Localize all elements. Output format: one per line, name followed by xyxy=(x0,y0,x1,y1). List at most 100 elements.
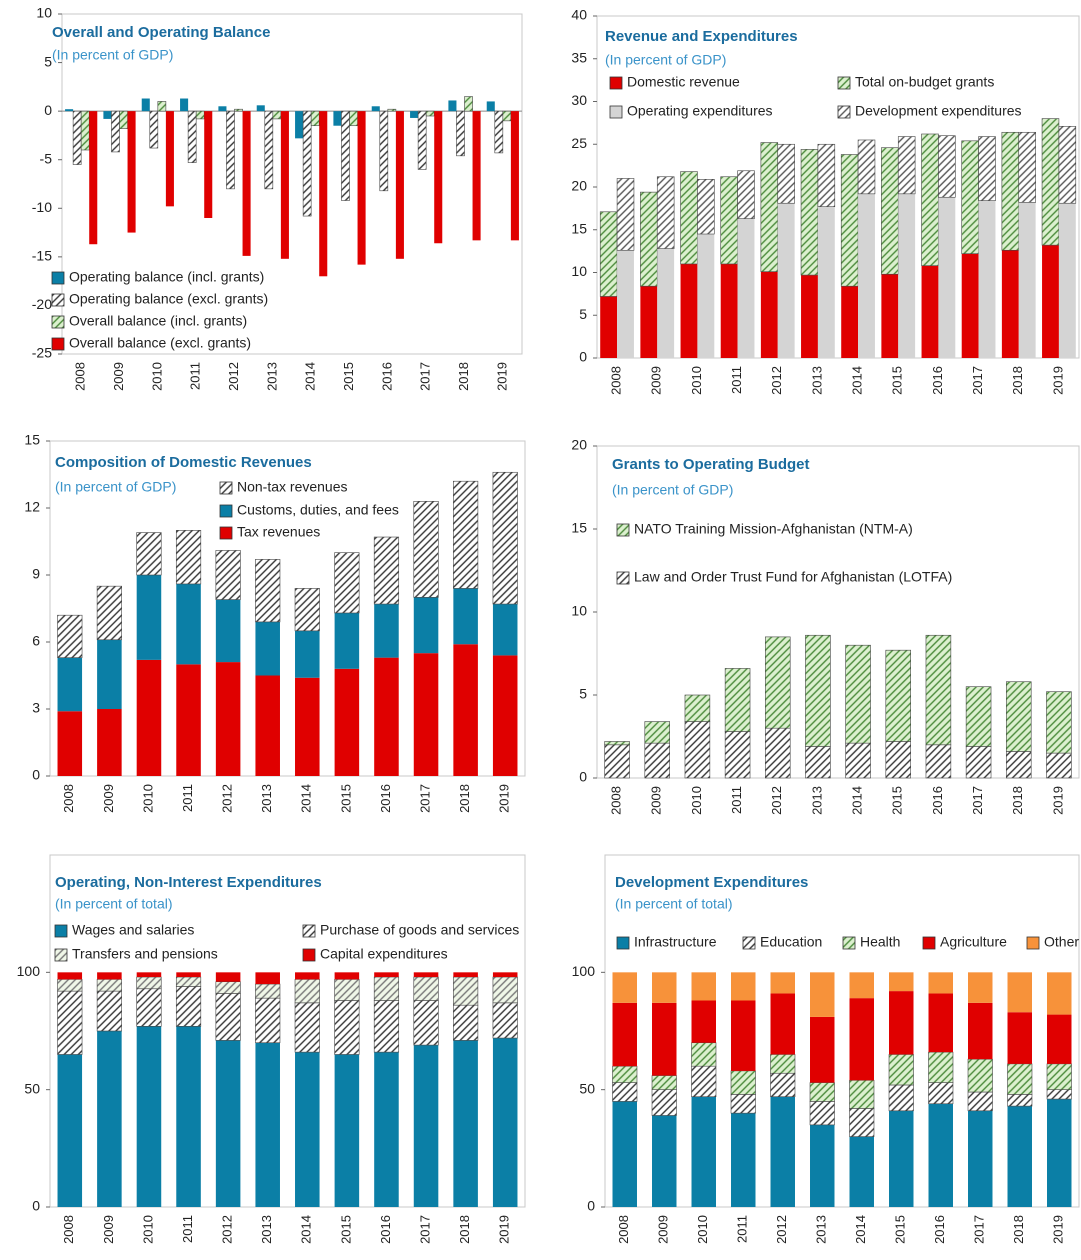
y-tick-label: 0 xyxy=(32,1198,40,1214)
bar-segment xyxy=(840,154,859,287)
x-tick-label: 2014 xyxy=(299,1215,314,1244)
bar-segment xyxy=(731,972,756,1001)
bar-segment xyxy=(777,143,795,204)
bar-segment xyxy=(967,1058,993,1093)
bar-segment xyxy=(770,1054,796,1074)
plot-frame xyxy=(49,854,526,1208)
x-tick-label: 2009 xyxy=(656,1215,671,1244)
bar-segment xyxy=(965,746,992,779)
x-tick-label: 2009 xyxy=(649,366,664,395)
bar-segment xyxy=(1007,1106,1032,1207)
bar-segment xyxy=(644,721,671,744)
x-tick-label: 2018 xyxy=(457,784,472,813)
bar-segment xyxy=(334,1054,360,1207)
bar-segment xyxy=(1042,245,1059,358)
legend-swatch xyxy=(54,948,68,962)
bar xyxy=(264,110,274,190)
x-tick-label: 2009 xyxy=(649,786,664,815)
x-tick-label: 2016 xyxy=(932,1215,947,1244)
bar-segment xyxy=(175,530,202,585)
x-tick-label: 2013 xyxy=(264,362,279,391)
bar-segment xyxy=(968,972,993,1003)
bar xyxy=(89,111,98,245)
bar-segment xyxy=(453,972,478,978)
x-tick-label: 2019 xyxy=(497,1215,512,1244)
legend-swatch xyxy=(616,571,630,585)
legend-swatch xyxy=(219,526,233,540)
bar-segment xyxy=(97,972,122,980)
bar-segment xyxy=(881,147,899,275)
bar-segment xyxy=(921,133,939,266)
bar-segment xyxy=(176,1026,201,1207)
bar-segment xyxy=(730,1094,756,1114)
bar-segment xyxy=(809,1082,835,1102)
bar xyxy=(165,111,174,207)
x-tick-label: 2018 xyxy=(457,1215,472,1244)
x-tick-label: 2019 xyxy=(1051,1215,1066,1244)
bar xyxy=(127,111,136,233)
bar-segment xyxy=(731,1000,756,1071)
bar-segment xyxy=(334,972,360,980)
legend-swatch xyxy=(51,293,65,307)
bar-segment xyxy=(373,536,400,605)
y-tick-label: 5 xyxy=(579,306,587,322)
legend-label: Transfers and pensions xyxy=(72,946,218,962)
bar-segment xyxy=(928,1051,954,1083)
bar xyxy=(434,111,443,244)
bar-segment xyxy=(928,993,953,1053)
bar-segment xyxy=(97,1031,122,1207)
bar-segment xyxy=(897,136,916,195)
legend-swatch xyxy=(219,481,233,495)
legend-swatch xyxy=(837,105,851,119)
bar-segment xyxy=(57,1054,83,1207)
legend-label: Total on-budget grants xyxy=(855,74,994,90)
bar xyxy=(280,111,289,259)
bar-segment xyxy=(612,1065,638,1083)
bar-segment xyxy=(817,206,835,358)
bar-segment xyxy=(888,1084,914,1112)
legend-label: NATO Training Mission-Afghanistan (NTM-A… xyxy=(634,521,913,537)
bar-segment xyxy=(1046,691,1072,754)
x-tick-label: 2015 xyxy=(893,1215,908,1244)
x-tick-label: 2019 xyxy=(1050,366,1065,395)
bar-segment xyxy=(640,191,658,287)
x-tick-label: 2009 xyxy=(101,1215,116,1244)
legend-label: Purchase of goods and services xyxy=(320,922,519,938)
legend-label: Health xyxy=(860,934,900,950)
bar-segment xyxy=(492,1038,518,1207)
x-tick-label: 2009 xyxy=(111,362,126,391)
bar-segment xyxy=(175,976,202,987)
bar-segment xyxy=(492,655,518,776)
chart-subtitle: (In percent of total) xyxy=(615,896,733,912)
x-tick-label: 2008 xyxy=(73,362,88,391)
bar-segment xyxy=(97,709,122,776)
bar xyxy=(448,100,457,112)
bar xyxy=(80,110,90,151)
bar-segment xyxy=(849,1079,875,1109)
bar-segment xyxy=(841,286,859,358)
bar-segment xyxy=(888,1054,914,1086)
chart-title: Revenue and Expenditures xyxy=(605,28,798,45)
legend-swatch xyxy=(302,948,316,962)
x-tick-label: 2011 xyxy=(180,784,195,812)
legend-label: Operating balance (incl. grants) xyxy=(69,269,264,285)
legend-label: Overall balance (incl. grants) xyxy=(69,313,247,329)
x-tick-label: 2010 xyxy=(140,784,155,813)
bar-segment xyxy=(925,744,952,779)
bar-segment xyxy=(652,972,677,1003)
bar-segment xyxy=(413,1045,439,1207)
x-tick-label: 2014 xyxy=(303,362,318,391)
x-tick-label: 2011 xyxy=(180,1215,195,1243)
bar-segment xyxy=(697,179,715,235)
bar-segment xyxy=(334,552,360,614)
bar-segment xyxy=(136,988,162,1027)
chart-title: Overall and Operating Balance xyxy=(52,24,270,41)
bar-segment xyxy=(96,990,122,1032)
bar-segment xyxy=(691,1065,717,1098)
bar-segment xyxy=(938,135,956,198)
bar-segment xyxy=(978,136,996,201)
x-tick-label: 2015 xyxy=(338,1215,353,1244)
x-tick-label: 2008 xyxy=(609,786,624,815)
bar-segment xyxy=(453,1004,479,1041)
